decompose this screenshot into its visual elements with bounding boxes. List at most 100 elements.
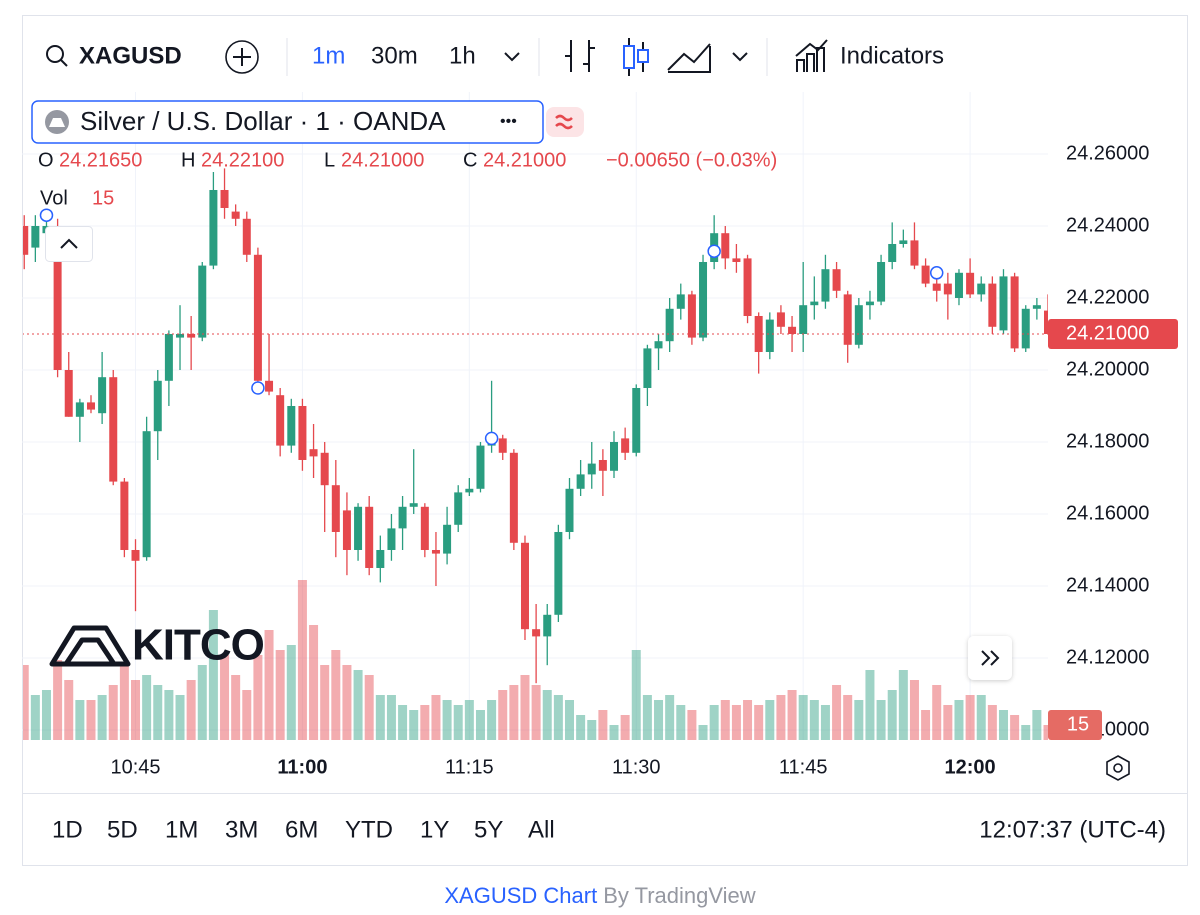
candle-body — [86, 402, 95, 410]
candle-body — [821, 269, 830, 302]
style-menu[interactable] — [732, 52, 748, 62]
volume-bar — [620, 715, 630, 740]
volume-bar — [364, 675, 374, 740]
range-button[interactable]: 5Y — [474, 816, 503, 843]
event-marker — [929, 266, 944, 280]
volume-bar — [220, 655, 230, 740]
indicators[interactable]: Indicators — [840, 42, 944, 69]
candle-body — [999, 276, 1008, 331]
compare-button[interactable] — [225, 40, 259, 74]
volume-bar — [86, 700, 96, 740]
search[interactable]: XAGUSD — [46, 42, 182, 69]
candle-body — [966, 272, 975, 295]
grid — [22, 92, 1048, 740]
candles-style[interactable] — [623, 38, 649, 76]
candle-body — [532, 629, 541, 637]
interval[interactable]: 1h — [449, 42, 476, 69]
interval-menu[interactable] — [504, 52, 520, 62]
volume-bar — [865, 670, 875, 740]
volume-bar — [431, 695, 441, 740]
volume-bar — [131, 680, 141, 740]
volume-bar — [843, 695, 853, 740]
volume-bar — [654, 700, 664, 740]
range-button[interactable]: 1Y — [420, 816, 449, 843]
volume-bar — [1043, 725, 1048, 740]
volume-bar — [23, 665, 29, 740]
volume-bar — [520, 675, 530, 740]
volume-bar — [954, 700, 964, 740]
volume-bar — [353, 670, 363, 740]
symbol[interactable]: XAGUSD — [79, 42, 182, 69]
volume-bar — [153, 685, 163, 740]
volume-bar — [798, 695, 808, 740]
volume-bar — [609, 725, 619, 740]
interval[interactable]: 30m — [371, 42, 418, 69]
volume-bar — [676, 705, 686, 740]
bars-style[interactable] — [565, 40, 595, 72]
candle-body — [31, 225, 40, 248]
candle-body — [610, 441, 619, 471]
footer-by: By TradingView — [603, 883, 756, 908]
realtime-badge[interactable] — [546, 107, 584, 137]
collapse-button[interactable] — [45, 226, 93, 262]
range-button[interactable]: 5D — [107, 816, 138, 843]
range-button[interactable]: YTD — [345, 816, 393, 843]
range-button[interactable]: 6M — [285, 816, 318, 843]
volume-label: Vol — [40, 187, 68, 209]
candle-body — [398, 506, 407, 529]
volume-bar — [97, 695, 107, 740]
range-button[interactable]: 1D — [52, 816, 83, 843]
range-button[interactable]: All — [528, 816, 555, 843]
volume-bar — [297, 580, 307, 740]
y-tick-label: 24.20000 — [1066, 358, 1149, 380]
legend-box[interactable] — [31, 100, 544, 144]
candle-body — [342, 510, 351, 550]
volume-bar — [921, 710, 931, 740]
volume-layer — [23, 580, 1048, 740]
range-button[interactable]: 1M — [165, 816, 198, 843]
interval[interactable]: 1m — [312, 42, 345, 69]
area-style[interactable] — [667, 43, 711, 73]
candle-body — [287, 405, 296, 446]
volume-bar — [876, 700, 886, 740]
candle-body — [1010, 276, 1019, 349]
kitco-watermark: KITCO — [49, 621, 265, 670]
volume-bar — [832, 685, 842, 740]
volume-bar — [687, 710, 697, 740]
volume-bar — [75, 700, 85, 740]
candle-body — [75, 402, 84, 417]
frame — [22, 15, 1188, 866]
footer-link[interactable]: XAGUSD Chart — [444, 883, 597, 908]
watermark-text: KITCO — [132, 621, 264, 670]
scroll-right[interactable] — [968, 636, 1012, 680]
candle-body — [23, 225, 29, 255]
candle-body — [788, 326, 797, 334]
legend-menu[interactable]: ••• — [500, 113, 517, 130]
volume-bar — [576, 715, 586, 740]
volume-bar — [41, 690, 51, 740]
indicators-icon[interactable] — [795, 39, 828, 72]
settings[interactable] — [1106, 755, 1130, 781]
x-tick-label: 11:30 — [612, 756, 661, 778]
candle-body — [64, 369, 73, 417]
volume-bar — [820, 705, 830, 740]
candle-body — [676, 294, 685, 309]
footer: XAGUSD Chart By TradingView — [444, 883, 755, 908]
range-button[interactable]: 3M — [225, 816, 258, 843]
volume-tag-label: 15 — [1067, 713, 1089, 735]
candle-body — [465, 488, 474, 493]
volume-tag — [1048, 710, 1102, 740]
volume-bar — [498, 690, 508, 740]
clock: 12:07:37 (UTC-4) — [979, 816, 1166, 843]
candle-body — [53, 225, 62, 370]
legend: Silver / U.S. Dollar · 1 · OANDA ••• O 2… — [31, 100, 777, 262]
candle-body — [699, 261, 708, 338]
volume-bar — [30, 695, 40, 740]
candle-body — [576, 474, 585, 489]
candle-body — [431, 549, 440, 554]
volume-bar — [186, 680, 196, 740]
volume-bar — [642, 695, 652, 740]
candle-body — [242, 218, 251, 255]
candle-body — [977, 283, 986, 295]
